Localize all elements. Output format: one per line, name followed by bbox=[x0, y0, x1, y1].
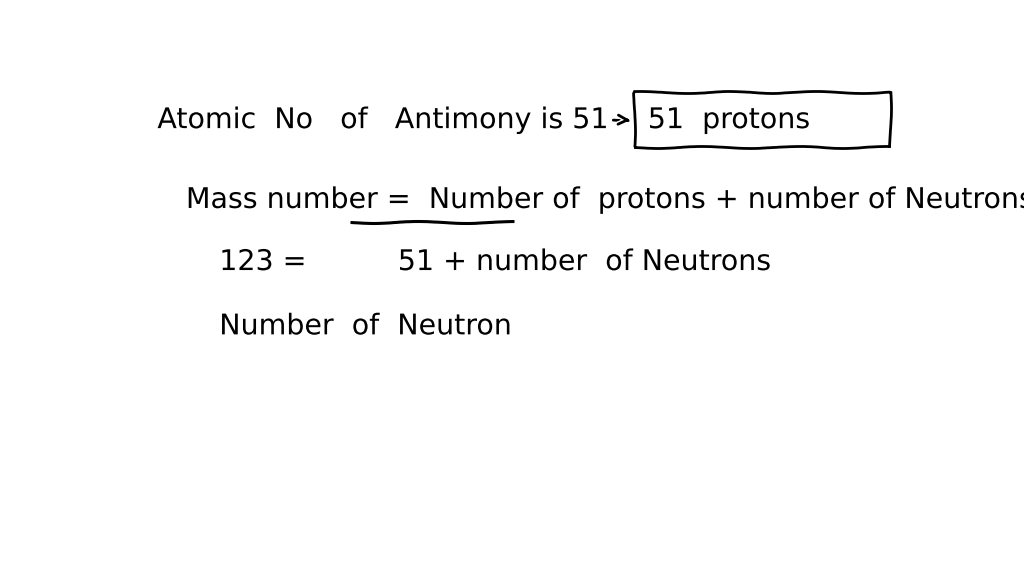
Text: 51 + number  of Neutrons: 51 + number of Neutrons bbox=[397, 248, 772, 276]
Text: Mass number =  Number of  protons + number of Neutrons: Mass number = Number of protons + number… bbox=[186, 186, 1024, 214]
Text: 123 =: 123 = bbox=[219, 248, 306, 276]
Text: 51  protons: 51 protons bbox=[648, 106, 811, 134]
Bar bbox=[634, 92, 890, 147]
Text: Atomic  No   of   Antimony is 51: Atomic No of Antimony is 51 bbox=[158, 106, 608, 134]
Text: Number  of  Neutron: Number of Neutron bbox=[219, 312, 512, 340]
